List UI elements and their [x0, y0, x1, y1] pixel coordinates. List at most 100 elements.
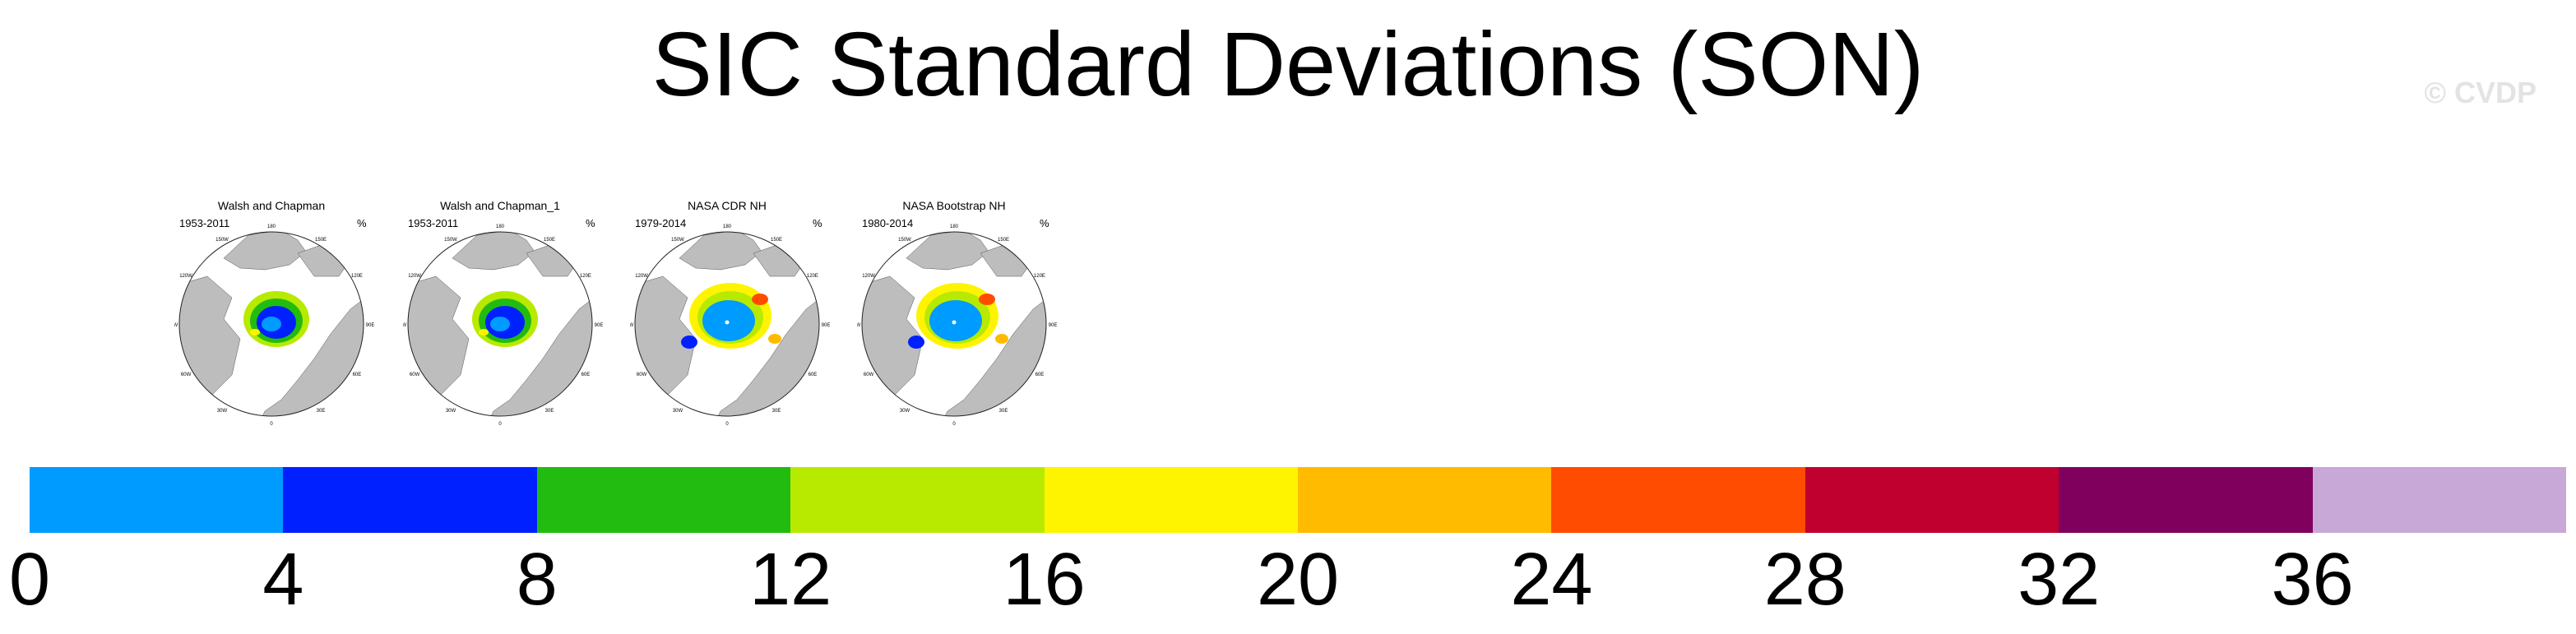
longitude-label: 150E [998, 238, 1009, 243]
colorbar-tick-labels: 0 4 8 12 16 20 24 28 32 36 [0, 535, 2576, 625]
sic-band-20-24 [995, 334, 1008, 344]
longitude-label: 180 [496, 224, 505, 229]
polar-map: 180 150E 120E 90E 60E 30E 0 30W 60W 90W 120W 150W [630, 224, 831, 427]
longitude-label: 30W [446, 409, 456, 414]
longitude-label: 90W [403, 323, 407, 328]
longitude-label: 180 [267, 224, 276, 229]
polar-map: 180 150E 120E 90E 60E 30E 0 30W 60W 90W 120W 150W [403, 224, 604, 427]
colorbar-tick-label: 32 [2018, 539, 2101, 621]
colorbar-segment [1805, 467, 2059, 533]
sic-band-4-8 [908, 336, 924, 349]
longitude-label: 60W [864, 373, 874, 377]
longitude-label: 60E [1035, 373, 1045, 377]
sic-band-24-28 [752, 294, 768, 305]
longitude-label: 150W [215, 238, 229, 243]
panel-unit: % [1040, 217, 1049, 229]
map-body [862, 232, 1046, 416]
sic-band-4-8 [681, 336, 697, 349]
pole-hole [725, 320, 730, 325]
longitude-label: 90W [857, 323, 861, 328]
longitude-label: 30E [772, 409, 781, 414]
colorbar-tick-label: 20 [1256, 539, 1340, 621]
longitude-label: 120W [862, 274, 875, 279]
panel-title: Walsh and Chapman_1 [440, 199, 560, 212]
sic-band-0-4 [262, 317, 281, 331]
map-panel-nasa-bootstrap-nh: NASA Bootstrap NH 1980-2014 % 180 150E 120… [857, 191, 1084, 429]
colorbar-segment [1044, 467, 1299, 533]
longitude-label: 30W [673, 409, 683, 414]
longitude-label: 30W [217, 409, 228, 414]
pole-hole [952, 320, 957, 325]
longitude-label: 180 [950, 224, 959, 229]
sic-band-24-28 [979, 294, 995, 305]
panel-title: NASA Bootstrap NH [902, 199, 1006, 212]
sic-band-16-20 [479, 329, 489, 336]
longitude-label: 30E [999, 409, 1008, 414]
colorbar-segment [2059, 467, 2313, 533]
longitude-label: 90E [595, 323, 604, 328]
longitude-label: 150E [315, 238, 327, 243]
longitude-label: 0 [498, 422, 502, 427]
colorbar-tick-label: 8 [516, 539, 558, 621]
longitude-label: 60W [637, 373, 647, 377]
longitude-label: 120E [351, 274, 363, 279]
longitude-label: 30E [545, 409, 554, 414]
map-body [179, 232, 364, 416]
longitude-label: 120E [580, 274, 591, 279]
longitude-label: 150W [444, 238, 457, 243]
panel-unit: % [357, 217, 367, 229]
map-body [635, 232, 819, 416]
colorbar-tick-label: 12 [749, 539, 832, 621]
longitude-label: 90W [174, 323, 178, 328]
longitude-label: 0 [270, 422, 273, 427]
longitude-label: 60E [353, 373, 362, 377]
panel-title: Walsh and Chapman [217, 199, 326, 212]
panel-unit: % [586, 217, 595, 229]
longitude-label: 120E [1034, 274, 1045, 279]
panel-title: NASA CDR NH [688, 199, 767, 212]
polar-map: 180 150E 120E 90E 60E 30E 0 30W 60W 90W 120W 150W [174, 224, 375, 427]
longitude-label: 30W [900, 409, 910, 414]
cvdp-watermark: © CVDP [2424, 76, 2537, 109]
colorbar-tick-label: 0 [8, 539, 51, 621]
longitude-label: 180 [723, 224, 732, 229]
panel-years: 1953-2011 [408, 217, 459, 229]
colorbar [30, 467, 2567, 533]
panel-years: 1979-2014 [635, 217, 687, 229]
colorbar-tick-label: 36 [2271, 539, 2354, 621]
colorbar-segment [1551, 467, 1805, 533]
longitude-label: 150E [544, 238, 555, 243]
sic-band-0-4 [490, 317, 510, 331]
colorbar-segment [790, 467, 1045, 533]
sic-band-0-4 [929, 300, 982, 341]
longitude-label: 120W [635, 274, 648, 279]
map-body [408, 232, 592, 416]
colorbar-tick-label: 24 [1510, 539, 1593, 621]
longitude-label: 30E [317, 409, 326, 414]
colorbar-tick-label: 4 [262, 539, 304, 621]
longitude-label: 90E [822, 323, 831, 328]
panel-years: 1953-2011 [179, 217, 230, 229]
longitude-label: 60E [808, 373, 818, 377]
colorbar-segment [30, 467, 284, 533]
longitude-label: 90E [366, 323, 375, 328]
longitude-label: 150W [671, 238, 684, 243]
longitude-label: 90E [1049, 323, 1058, 328]
longitude-label: 0 [725, 422, 729, 427]
map-panel-walsh-chapman-1: Walsh and Chapman_1 1953-2011 % 180 150E 1… [403, 191, 630, 429]
sic-band-16-20 [250, 329, 260, 336]
longitude-label: 60W [410, 373, 420, 377]
sic-band-0-4 [702, 300, 755, 341]
longitude-label: 90W [630, 323, 634, 328]
longitude-label: 120W [408, 274, 421, 279]
map-panel-walsh-chapman: Walsh and Chapman 1953-2011 % 180 150E 120… [174, 191, 401, 429]
sic-band-20-24 [768, 334, 781, 344]
panel-unit: % [813, 217, 822, 229]
longitude-label: 60W [181, 373, 192, 377]
map-boundary [861, 231, 1047, 417]
colorbar-segment [1298, 467, 1552, 533]
map-panel-nasa-cdr-nh: NASA CDR NH 1979-2014 % 180 150E 120E 90E 60… [630, 191, 857, 429]
longitude-label: 120W [179, 274, 192, 279]
longitude-label: 0 [952, 422, 956, 427]
colorbar-segment [536, 467, 791, 533]
